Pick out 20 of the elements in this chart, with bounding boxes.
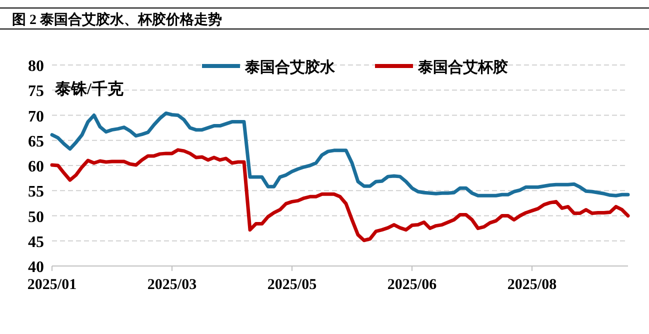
- y-tick-label: 60: [28, 158, 44, 176]
- y-tick-label: 45: [28, 234, 44, 251]
- y-tick-label: 50: [28, 208, 44, 226]
- y-tick-label: 80: [28, 58, 44, 75]
- chart-title: 图 2 泰国合艾胶水、杯胶价格走势: [12, 11, 222, 28]
- x-tick-label: 2025/08: [507, 277, 557, 293]
- y-axis-title: 泰铢/千克: [54, 80, 124, 98]
- x-tick-label: 2025/06: [387, 277, 438, 293]
- line-series: [50, 111, 630, 198]
- y-tick-label: 70: [28, 108, 44, 126]
- x-tick-label: 2025/01: [27, 277, 77, 293]
- x-tick-label: 2025/03: [147, 277, 197, 293]
- legend-label: 泰国合艾杯胶: [417, 58, 508, 76]
- y-tick-label: 65: [28, 133, 44, 150]
- legend-label: 泰国合艾胶水: [244, 58, 336, 76]
- y-tick-label: 40: [28, 259, 44, 276]
- line-series: [50, 148, 630, 242]
- y-tick-label: 75: [28, 83, 44, 100]
- x-tick-label: 2025/05: [267, 277, 317, 293]
- y-tick-label: 55: [28, 184, 44, 201]
